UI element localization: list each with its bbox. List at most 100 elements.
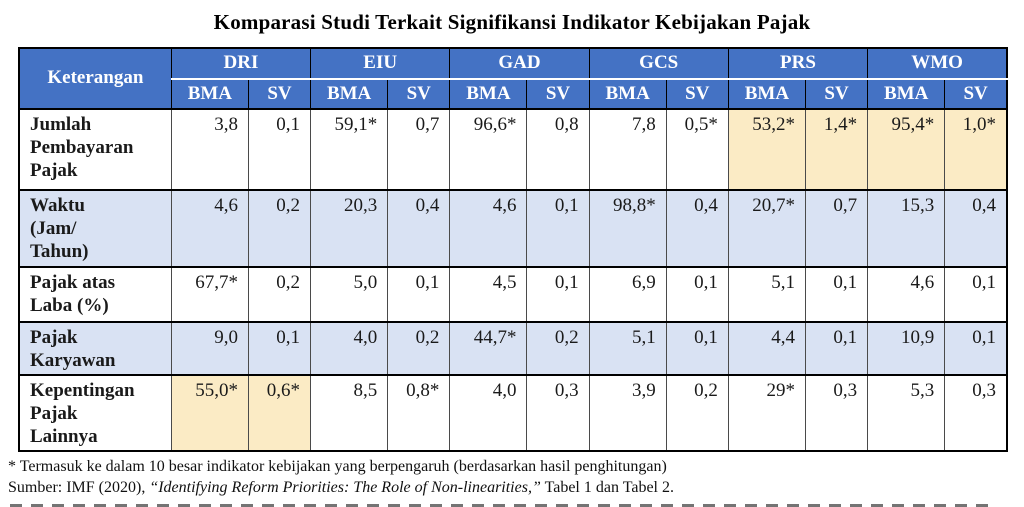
data-cell: 1,0*: [944, 109, 1007, 190]
data-cell: 0,1: [247, 109, 311, 190]
data-cell: 0,1: [804, 321, 868, 375]
group-header-eiu: EIU: [310, 48, 451, 80]
table-row: Pajak atas Laba (%) 67,7* 0,2 5,0 0,1 4,5 0,1 6…: [19, 266, 1007, 322]
data-cell: 0,1: [387, 266, 450, 322]
data-cell: 0,1: [665, 266, 729, 322]
data-cell: 20,3: [310, 190, 388, 267]
table-row: Kepentingan Pajak Lainnya 55,0* 0,6* 8,5 0,8…: [19, 374, 1007, 452]
data-cell: 1,4*: [804, 109, 868, 190]
data-cell: 4,6: [170, 190, 249, 267]
data-cell: 0,1: [526, 190, 590, 267]
group-header-prs: PRS: [727, 48, 869, 80]
data-cell: 3,8: [170, 109, 249, 190]
row-label: Pajak Karyawan: [19, 321, 172, 375]
data-cell: 0,2: [526, 321, 590, 375]
data-cell: 0,1: [944, 321, 1007, 375]
data-cell: 5,0: [310, 266, 388, 322]
table-row: Jumlah Pembayaran Pajak 3,8 0,1 59,1* 0,7 96,…: [19, 109, 1007, 190]
data-cell: 0,8: [526, 109, 590, 190]
data-cell: 15,3: [867, 190, 945, 267]
sub-header-gcs-sv: SV: [665, 79, 729, 109]
data-cell: 0,7: [804, 190, 868, 267]
data-cell: 0,4: [944, 190, 1007, 267]
sub-header-wmo-bma: BMA: [867, 79, 946, 109]
row-label: Pajak atas Laba (%): [19, 266, 172, 322]
table-row: Pajak Karyawan 9,0 0,1 4,0 0,2 44,7* 0,2 5,1 0,1…: [19, 321, 1007, 375]
data-cell: 7,8: [588, 109, 667, 190]
sub-header-eiu-bma: BMA: [310, 79, 389, 109]
data-cell: 0,7: [387, 109, 450, 190]
data-cell: 4,6: [449, 190, 527, 267]
data-cell: 59,1*: [310, 109, 388, 190]
sub-header-prs-bma: BMA: [727, 79, 806, 109]
data-cell: 0,2: [247, 266, 311, 322]
data-cell: 67,7*: [170, 266, 249, 322]
source-title: “Identifying Reform Priorities: The Role…: [149, 479, 541, 497]
sub-header-dri-sv: SV: [247, 79, 312, 109]
row-label: Jumlah Pembayaran Pajak: [19, 109, 172, 190]
data-cell: 29*: [727, 374, 806, 452]
data-cell: 0,1: [804, 266, 868, 322]
sub-header-eiu-sv: SV: [387, 79, 451, 109]
page-title: Komparasi Studi Terkait Signifikansi Ind…: [213, 10, 811, 34]
data-cell: 0,3: [804, 374, 868, 452]
data-cell: 0,1: [665, 321, 729, 375]
data-cell: 0,6*: [247, 374, 311, 452]
data-cell: 95,4*: [867, 109, 945, 190]
data-cell: 55,0*: [170, 374, 249, 452]
corner-header: Keterangan: [18, 48, 172, 109]
data-cell: 3,9: [588, 374, 667, 452]
data-cell: 20,7*: [727, 190, 806, 267]
data-cell: 96,6*: [449, 109, 527, 190]
data-cell: 4,0: [449, 374, 527, 452]
sub-header-prs-sv: SV: [804, 79, 869, 109]
data-cell: 53,2*: [727, 109, 806, 190]
table-body: Jumlah Pembayaran Pajak 3,8 0,1 59,1* 0,7 96,…: [19, 109, 1007, 452]
source-footnote: Sumber: IMF (2020), “Identifying Reform …: [8, 478, 1024, 499]
row-label: Waktu (Jam/ Tahun): [19, 190, 172, 267]
data-cell: 4,5: [449, 266, 527, 322]
data-cell: 4,4: [727, 321, 806, 375]
table-header: Keterangan DRI EIU GAD GCS PRS WMO BMA SV BMA SV BM…: [18, 48, 1008, 109]
data-cell: 0,1: [944, 266, 1007, 322]
header-group-row: Keterangan DRI EIU GAD GCS PRS WMO: [18, 48, 1008, 109]
data-cell: 5,1: [727, 266, 806, 322]
comparison-table: Keterangan DRI EIU GAD GCS PRS WMO BMA SV BMA SV BM…: [18, 47, 1008, 453]
data-cell: 0,8*: [387, 374, 450, 452]
row-label: Kepentingan Pajak Lainnya: [19, 374, 172, 452]
source-prefix: Sumber: IMF (2020),: [8, 479, 150, 497]
data-cell: 0,1: [247, 321, 311, 375]
data-cell: 6,9: [588, 266, 667, 322]
data-cell: 5,1: [588, 321, 667, 375]
sub-header-gad-bma: BMA: [449, 79, 528, 109]
data-cell: 0,3: [944, 374, 1007, 452]
header-sub-row: BMA SV BMA SV BMA SV BMA SV BMA SV BMA SV: [19, 79, 1008, 109]
data-cell: 4,6: [867, 266, 945, 322]
data-cell: 0,4: [387, 190, 450, 267]
group-header-gcs: GCS: [588, 48, 729, 80]
data-cell: 4,0: [310, 321, 388, 375]
data-cell: 8,5: [310, 374, 388, 452]
source-suffix: Tabel 1 dan Tabel 2.: [540, 479, 674, 497]
group-header-gad: GAD: [449, 48, 590, 80]
sub-header-gad-sv: SV: [526, 79, 590, 109]
data-cell: 0,5*: [665, 109, 729, 190]
data-cell: 0,2: [387, 321, 450, 375]
data-cell: 0,4: [665, 190, 729, 267]
asterisk-footnote: * Termasuk ke dalam 10 besar indikator k…: [8, 458, 667, 476]
data-cell: 10,9: [867, 321, 945, 375]
data-cell: 9,0: [170, 321, 249, 375]
sub-header-gcs-bma: BMA: [588, 79, 667, 109]
group-header-dri: DRI: [170, 48, 312, 80]
data-cell: 0,2: [665, 374, 729, 452]
data-cell: 0,1: [526, 266, 590, 322]
data-cell: 0,2: [247, 190, 311, 267]
sub-header-dri-bma: BMA: [170, 79, 249, 109]
group-header-wmo: WMO: [867, 48, 1008, 80]
data-cell: 44,7*: [449, 321, 527, 375]
data-cell: 0,3: [526, 374, 590, 452]
table-row: Waktu (Jam/ Tahun) 4,6 0,2 20,3 0,4 4,6 0,1 98,…: [19, 190, 1007, 267]
data-cell: 5,3: [867, 374, 945, 452]
data-cell: 98,8*: [588, 190, 667, 267]
sub-header-wmo-sv: SV: [944, 79, 1008, 109]
